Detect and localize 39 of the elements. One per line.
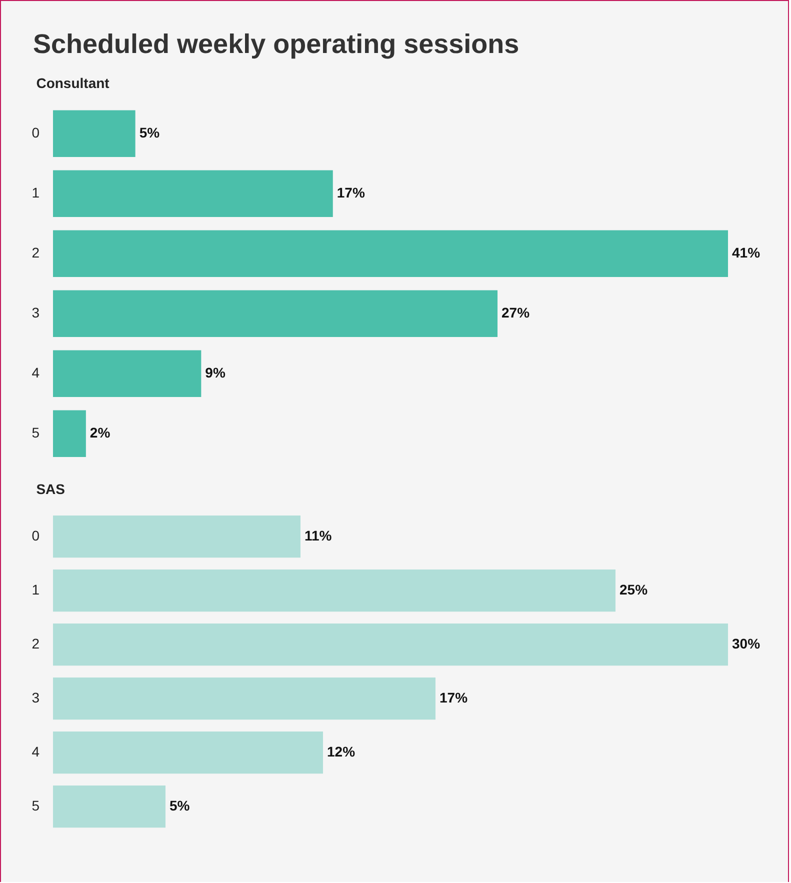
data-label: 41% [732, 244, 761, 261]
bar [53, 110, 136, 157]
data-label: 30% [732, 636, 761, 652]
y-tick-label: 4 [32, 364, 40, 381]
y-tick-label: 0 [32, 528, 40, 544]
bar [53, 350, 202, 397]
bar [53, 515, 300, 558]
y-tick-label: 3 [32, 304, 40, 321]
data-label: 5% [139, 124, 160, 141]
data-label: 12% [327, 744, 356, 760]
y-tick-label: 5 [32, 798, 40, 814]
data-label: 27% [502, 304, 530, 321]
bar [53, 785, 166, 828]
y-tick-label: 1 [32, 582, 40, 598]
bar [53, 569, 616, 612]
data-label: 17% [440, 690, 468, 706]
data-label: 9% [205, 364, 226, 381]
bar [53, 290, 498, 337]
y-tick-label: 2 [32, 636, 40, 652]
y-tick-label: 4 [32, 744, 40, 760]
y-tick-label: 3 [32, 690, 40, 706]
y-tick-label: 0 [32, 124, 40, 141]
chart-subtitle: Consultant [36, 75, 110, 91]
data-label: 17% [336, 184, 366, 201]
data-label: 25% [620, 582, 648, 598]
chart-title: Scheduled weekly operating sessions [33, 29, 520, 59]
data-label: 11% [304, 528, 332, 544]
chart-subtitle: SAS [36, 481, 66, 497]
data-label: 5% [170, 798, 190, 814]
bar [53, 623, 728, 666]
y-tick-label: 5 [32, 424, 40, 441]
y-tick-label: 1 [32, 184, 40, 201]
bar [53, 731, 323, 774]
bar [53, 230, 728, 277]
bar [53, 170, 333, 217]
data-label: 2% [90, 424, 111, 441]
y-tick-label: 2 [32, 244, 40, 261]
bar [53, 410, 86, 457]
bar [53, 677, 436, 720]
